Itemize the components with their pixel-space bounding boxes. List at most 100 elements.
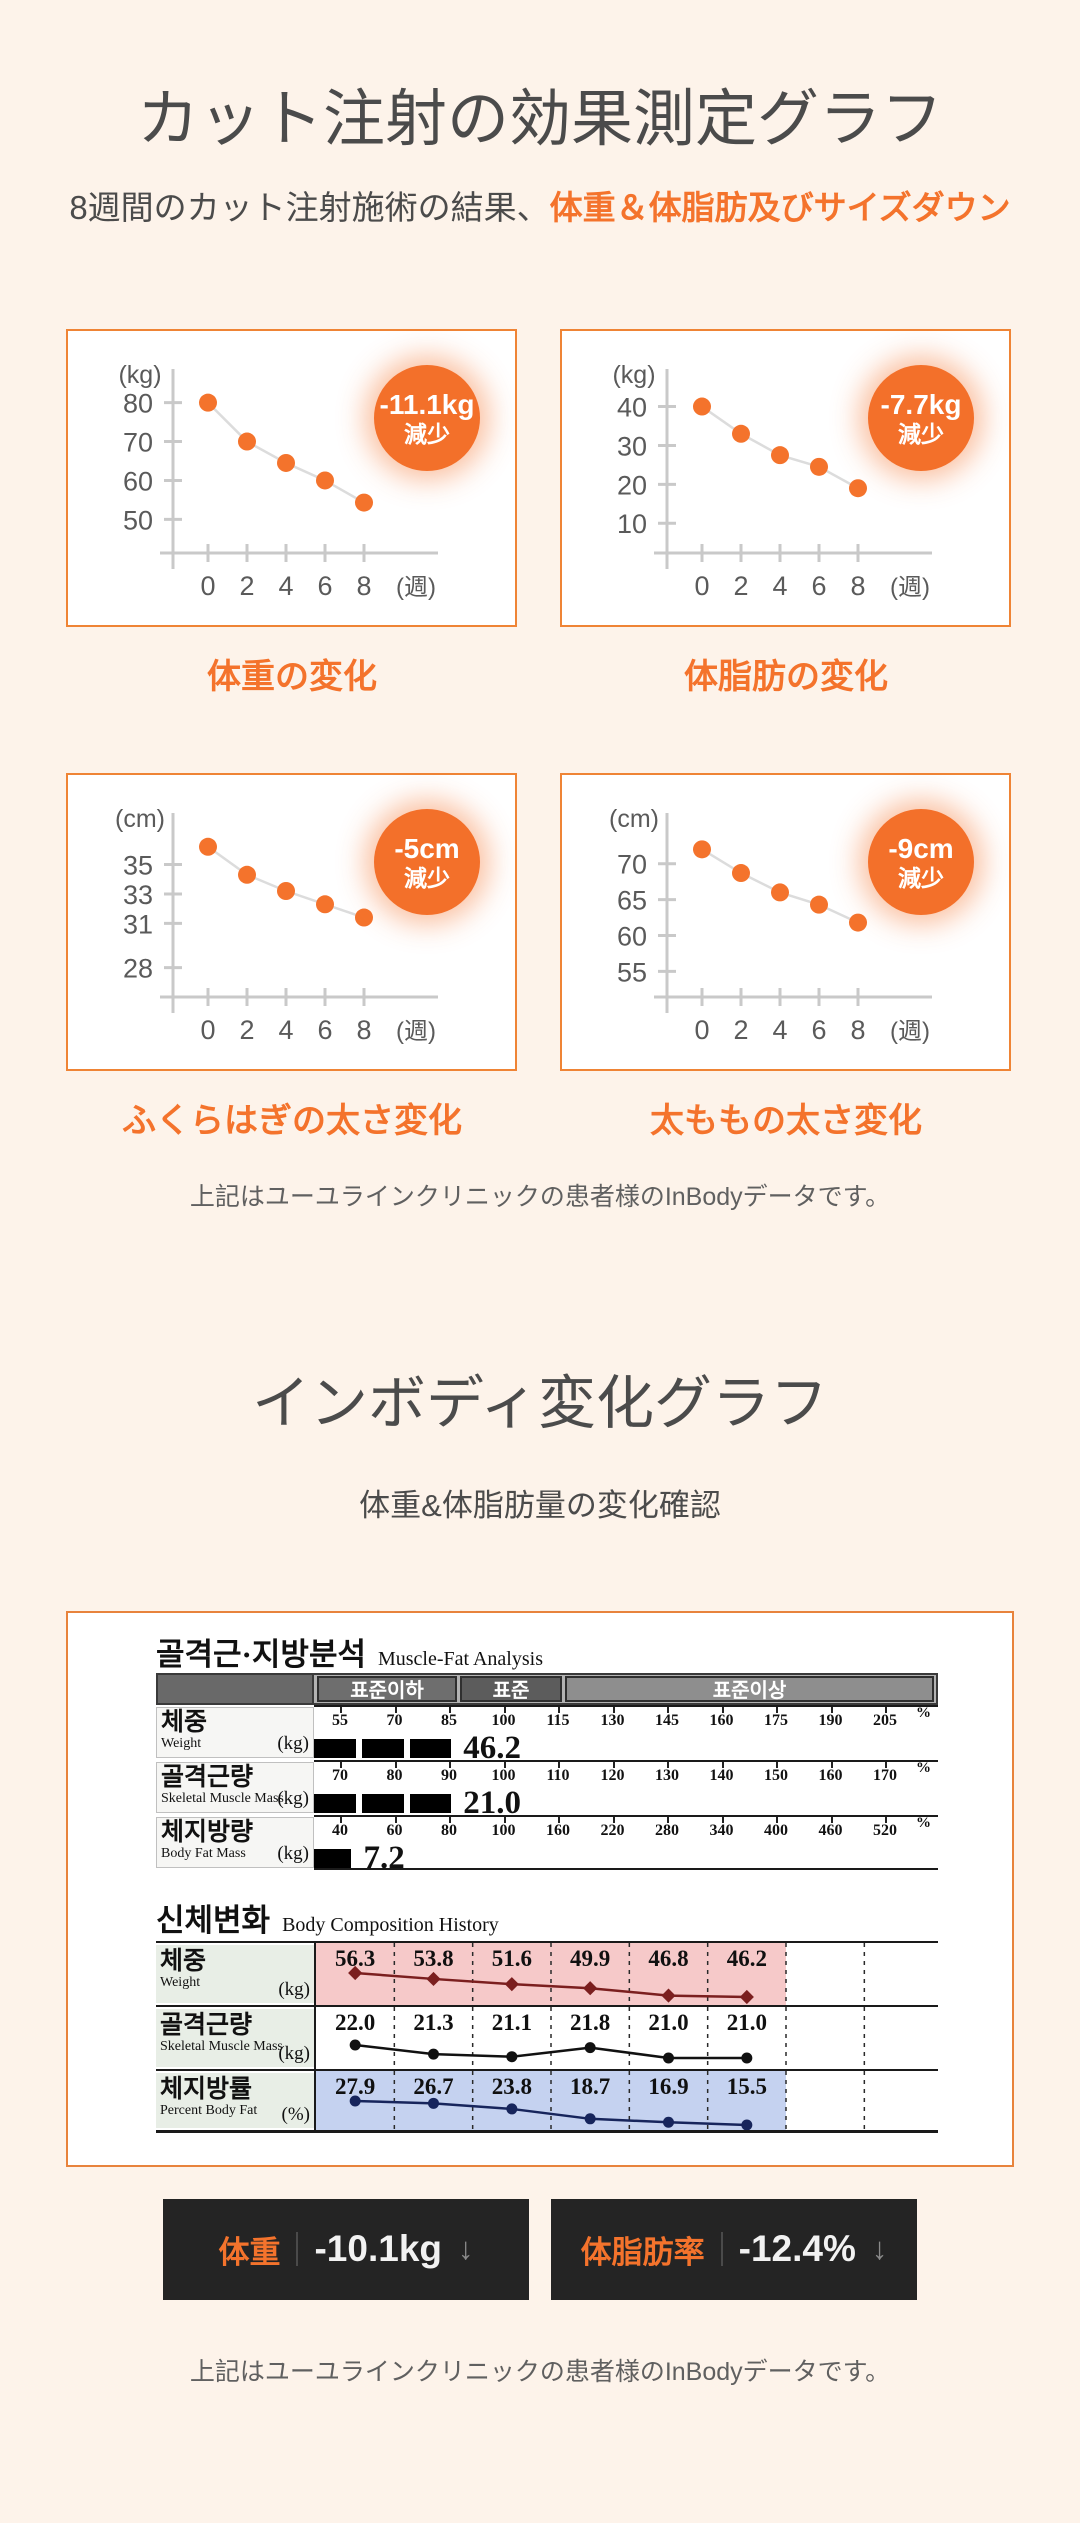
data-point <box>732 864 750 883</box>
svg-text:(週): (週) <box>890 1018 930 1045</box>
history-label-fat: 체지방률 Percent Body Fat (%) <box>156 2072 314 2128</box>
mfa-label-fat: 체지방량 Body Fat Mass (kg) <box>156 1816 314 1868</box>
reduction-amount: -5cm <box>394 832 460 864</box>
badge-divider <box>720 2232 723 2267</box>
data-point <box>771 446 789 465</box>
mfa-scale-muscle: 70 80 90 100 110 120 130 140 150 160 170% 21.0 <box>314 1759 938 1819</box>
svg-text:35: 35 <box>123 851 153 881</box>
mfa-label-muscle: 골격근량 Skeletal Muscle Mass (kg) <box>156 1761 314 1813</box>
chart-cell-bodyfat: (kg) 40 30 20 10 0 2 4 6 8 (週) -7.7kg 減少 体脂肪の変化 <box>560 329 1012 697</box>
history-row-weight: 체중 Weight (kg) 56.3 53.8 51.6 49.9 46.8 46.2 <box>156 1940 938 2005</box>
svg-text:65: 65 <box>617 886 647 916</box>
history-row-fat: 체지방률 Percent Body Fat (%) 27.9 26.7 23.8 18… <box>156 2068 938 2133</box>
label-english: Weight <box>160 1975 201 1991</box>
data-point <box>428 2048 439 2060</box>
label-unit: (kg) <box>278 2042 310 2064</box>
bodyfat-reduction-badge: -7.7kg 減少 <box>868 365 974 472</box>
chart-title-weight: 体重の変化 <box>207 658 377 697</box>
label-english: Skeletal Muscle Mass <box>161 1791 284 1807</box>
svg-text:28: 28 <box>123 954 153 984</box>
badge-divider <box>296 2232 299 2267</box>
chart-card-weight: (kg) 80 70 60 50 0 2 4 6 8 (週) -11.1kg 減少 <box>66 329 517 628</box>
mfa-row-fat: 체지방량 Body Fat Mass (kg) 40 60 80 100 160 220 2… <box>156 1814 938 1874</box>
reduction-amount: -9cm <box>888 832 954 864</box>
chart-title-bodyfat: 体脂肪の変化 <box>684 658 888 697</box>
mfa-label-weight: 체중 Weight (kg) <box>156 1706 314 1758</box>
data-point <box>810 895 828 914</box>
band-below-standard: 표준이하 <box>317 1675 457 1702</box>
reduction-word: 減少 <box>404 865 450 892</box>
data-point <box>693 840 711 859</box>
data-point <box>349 2095 361 2107</box>
chart-cell-weight: (kg) 80 70 60 50 0 2 4 6 8 (週) -11.1kg 減少 体重の変化 <box>66 329 518 697</box>
mfa-row-muscle: 골격근량 Skeletal Muscle Mass (kg) 70 80 90 100… <box>156 1759 938 1819</box>
inbody-section-subtitle: 体重&体脂肪量の変化確認 <box>359 1487 721 1523</box>
badge-value: -12.4% <box>738 2228 856 2270</box>
data-point <box>199 838 217 857</box>
data-point <box>349 2039 361 2051</box>
svg-text:6: 6 <box>811 1015 826 1045</box>
svg-text:6: 6 <box>317 1015 332 1045</box>
label-unit: (%) <box>281 2103 310 2125</box>
svg-text:8: 8 <box>356 1015 371 1045</box>
chart-cell-calf: (cm) 35 33 31 28 0 2 4 6 8 (週) -5cm 減少 ふくらはぎの太さ変化 <box>66 773 518 1141</box>
data-point <box>741 2052 753 2064</box>
mfa-scale-weight: 55 70 85 100 115 130 145 160 175 190 205% 46.2 <box>314 1704 938 1764</box>
svg-text:0: 0 <box>694 1015 709 1045</box>
svg-text:0: 0 <box>200 1015 215 1045</box>
data-point <box>348 1965 363 1981</box>
svg-text:8: 8 <box>850 1015 865 1045</box>
label-unit: (kg) <box>277 1842 309 1864</box>
chart-cell-thigh: (cm) 70 65 60 55 0 2 4 6 8 (週) -9cm 減少 太ももの太さ変化 <box>560 773 1012 1141</box>
svg-text:4: 4 <box>278 571 293 601</box>
svg-text:2: 2 <box>239 1015 254 1045</box>
bodyfat-result-badge: 体脂肪率 -12.4% ↓ <box>551 2198 917 2300</box>
chart-card-grid: (kg) 80 70 60 50 0 2 4 6 8 (週) -11.1kg 減少 体重の変化 (k… <box>66 329 1014 1141</box>
label-english: Weight <box>161 1736 202 1752</box>
data-point <box>661 1988 676 2003</box>
svg-text:60: 60 <box>617 922 647 952</box>
chart-card-thigh: (cm) 70 65 60 55 0 2 4 6 8 (週) -9cm 減少 <box>560 773 1011 1072</box>
subtitle-accent: 体重＆体脂肪及びサイズダウン <box>549 189 1011 227</box>
label-korean: 체중 <box>161 1708 208 1736</box>
svg-text:80: 80 <box>123 389 153 419</box>
data-point <box>583 1981 598 1996</box>
label-english: Percent Body Fat <box>160 2103 258 2119</box>
inbody-note: 上記はユーユラインクリニックの患者様のInBodyデータです。 <box>189 1183 891 1212</box>
svg-text:2: 2 <box>239 571 254 601</box>
svg-text:(週): (週) <box>396 1018 436 1045</box>
data-point <box>663 2116 674 2128</box>
mfa-header-track: 표준이하 표준 표준이상 <box>314 1672 938 1705</box>
svg-text:50: 50 <box>123 506 153 536</box>
down-arrow-icon: ↓ <box>458 2231 474 2267</box>
reduction-amount: -11.1kg <box>379 388 475 420</box>
svg-text:(cm): (cm) <box>115 805 165 833</box>
data-point <box>428 2097 439 2109</box>
data-point <box>238 866 256 885</box>
mfa-title-english: Muscle-Fat Analysis <box>377 1647 543 1670</box>
history-title-english: Body Composition History <box>282 1913 499 1936</box>
data-point <box>663 2052 674 2064</box>
svg-text:6: 6 <box>811 571 826 601</box>
chart-title-thigh: 太ももの太さ変化 <box>650 1102 922 1141</box>
data-point <box>584 2113 596 2125</box>
inbody-scan-panel: 골격근·지방분석 Muscle-Fat Analysis 표준이하 표준 표준이… <box>66 1610 1014 2167</box>
badge-label: 体脂肪率 <box>580 2234 705 2270</box>
history-title-korean: 신체변화 <box>156 1902 271 1938</box>
svg-text:(kg): (kg) <box>612 361 655 389</box>
svg-text:4: 4 <box>278 1015 293 1045</box>
svg-text:6: 6 <box>317 571 332 601</box>
weight-result-badge: 体重 -10.1kg ↓ <box>163 2198 529 2300</box>
chart-title-calf: ふくらはぎの太さ変化 <box>122 1102 462 1141</box>
data-point <box>277 882 295 901</box>
chart-card-calf: (cm) 35 33 31 28 0 2 4 6 8 (週) -5cm 減少 <box>66 773 517 1072</box>
mfa-row-weight: 체중 Weight (kg) 55 70 85 100 115 130 145 160 175 1… <box>156 1704 938 1764</box>
svg-text:(週): (週) <box>890 574 930 601</box>
history-label-weight: 체중 Weight (kg) <box>156 1944 314 2003</box>
label-unit: (kg) <box>277 1732 309 1754</box>
data-point <box>771 883 789 902</box>
chart-card-bodyfat: (kg) 40 30 20 10 0 2 4 6 8 (週) -7.7kg 減少 <box>560 329 1011 628</box>
thigh-reduction-badge: -9cm 減少 <box>868 809 974 916</box>
svg-text:70: 70 <box>123 428 153 458</box>
